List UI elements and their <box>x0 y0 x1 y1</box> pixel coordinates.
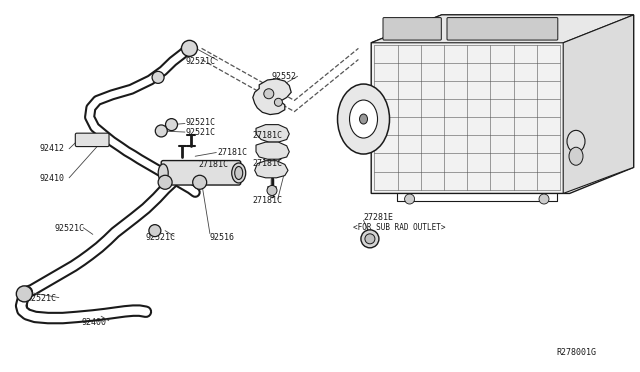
Circle shape <box>264 89 274 99</box>
Circle shape <box>182 40 197 57</box>
FancyBboxPatch shape <box>161 161 241 185</box>
FancyBboxPatch shape <box>383 17 442 40</box>
Circle shape <box>152 71 164 83</box>
Circle shape <box>158 175 172 189</box>
Circle shape <box>149 225 161 237</box>
Text: <FOR SUB RAD OUTLET>: <FOR SUB RAD OUTLET> <box>353 223 446 232</box>
Text: 92516: 92516 <box>210 233 235 242</box>
Ellipse shape <box>569 147 583 165</box>
Text: 92410: 92410 <box>40 174 65 183</box>
Ellipse shape <box>360 114 367 124</box>
Text: 27181C: 27181C <box>218 148 248 157</box>
Circle shape <box>539 194 549 204</box>
Text: 92521C: 92521C <box>186 128 216 137</box>
Text: R278001G: R278001G <box>557 348 596 357</box>
Polygon shape <box>563 15 634 193</box>
FancyBboxPatch shape <box>447 17 558 40</box>
Text: 92400: 92400 <box>82 318 107 327</box>
Text: 27281E: 27281E <box>364 213 394 222</box>
FancyBboxPatch shape <box>76 133 109 147</box>
Ellipse shape <box>337 84 390 154</box>
Text: 92521C: 92521C <box>186 118 216 127</box>
Polygon shape <box>256 142 289 159</box>
Circle shape <box>275 98 282 106</box>
Text: 27181C: 27181C <box>253 159 283 168</box>
Text: 92521C: 92521C <box>146 233 176 242</box>
Ellipse shape <box>232 163 246 183</box>
Text: 92521C: 92521C <box>54 224 84 233</box>
Polygon shape <box>371 15 634 193</box>
Polygon shape <box>255 161 288 178</box>
Ellipse shape <box>567 130 585 153</box>
Circle shape <box>365 234 375 244</box>
Polygon shape <box>253 79 291 115</box>
Circle shape <box>361 230 379 248</box>
Ellipse shape <box>158 164 168 182</box>
Circle shape <box>166 119 177 131</box>
Circle shape <box>267 186 277 195</box>
Text: 92412: 92412 <box>40 144 65 153</box>
Circle shape <box>404 194 415 204</box>
Ellipse shape <box>235 167 243 179</box>
Ellipse shape <box>349 100 378 138</box>
Text: 27181C: 27181C <box>198 160 228 169</box>
Polygon shape <box>371 15 634 43</box>
Text: 92521C: 92521C <box>186 57 216 66</box>
Text: 27181C: 27181C <box>253 131 283 140</box>
Circle shape <box>17 286 32 302</box>
Circle shape <box>156 125 167 137</box>
Text: 92552: 92552 <box>272 72 297 81</box>
Text: 27181C: 27181C <box>253 196 283 205</box>
Polygon shape <box>256 125 289 142</box>
Text: 92521C: 92521C <box>27 294 57 303</box>
Circle shape <box>193 175 207 189</box>
